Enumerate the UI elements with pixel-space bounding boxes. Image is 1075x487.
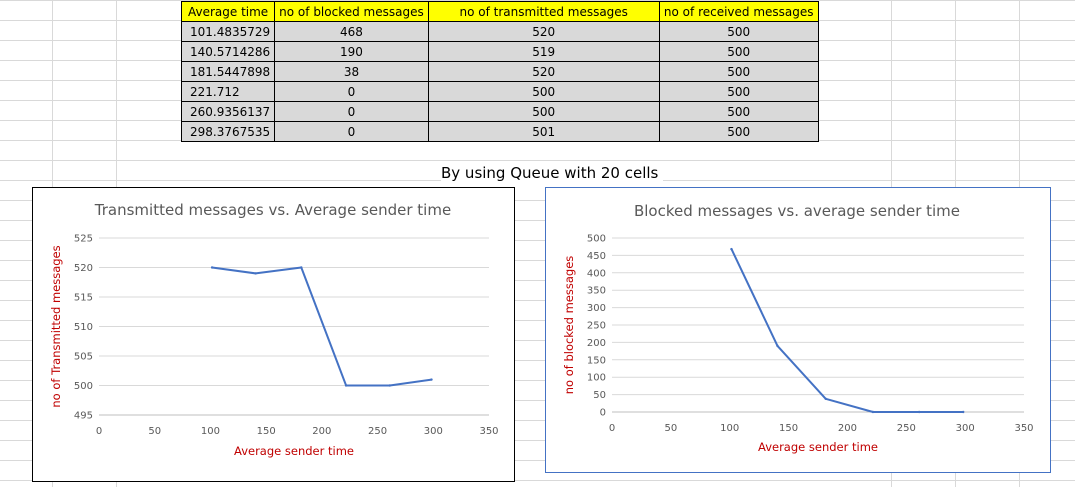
data-point [776,344,779,348]
data-point [824,397,827,400]
x-tick-label: 200 [838,423,857,434]
y-tick-label: 100 [587,373,606,384]
x-tick-label: 200 [312,426,331,437]
blocked-chart-svg: Blocked messages vs. average sender time… [562,202,1034,454]
chart-title: Blocked messages vs. average sender time [634,202,960,220]
data-point [430,378,433,381]
x-tick-label: 150 [779,423,798,434]
transmitted-chart[interactable]: Transmitted messages vs. Average sender … [32,187,515,482]
x-tick-label: 150 [257,426,276,437]
x-tick-label: 50 [148,426,161,437]
table-cell[interactable]: 500 [658,81,819,102]
y-tick-label: 495 [74,411,93,422]
y-axis-label: no of blocked messages [562,256,576,395]
table-cell[interactable]: 0 [274,121,429,142]
x-tick-label: 0 [609,423,615,434]
y-tick-label: 300 [587,303,606,314]
y-axis-label: no of Transmitted messages [49,245,63,407]
data-table: Average time no of blocked messages no o… [180,1,819,142]
table-cell[interactable]: 101.4835729 [180,21,276,42]
y-tick-label: 510 [74,322,93,333]
x-axis-label: Average sender time [758,440,878,454]
table-cell[interactable]: 140.5714286 [180,41,276,62]
data-point [730,247,733,251]
series-line [730,248,964,413]
y-tick-label: 500 [74,381,93,392]
y-tick-label: 250 [587,321,606,332]
y-tick-label: 500 [587,234,606,245]
y-tick-label: 400 [587,268,606,279]
y-tick-label: 350 [587,286,606,297]
table-cell[interactable]: 38 [274,61,429,82]
series-line [211,266,432,387]
table-header-row: Average time no of blocked messages no o… [180,1,819,22]
table-cell[interactable]: 500 [427,101,660,122]
y-tick-label: 50 [593,390,606,401]
table-cell[interactable]: 0 [274,81,429,102]
table-cell[interactable]: 500 [658,61,819,82]
data-point [388,384,391,387]
table-row: 298.3767535 0 501 500 [180,121,819,142]
y-tick-label: 450 [587,251,606,262]
table-cell[interactable]: 181.5447898 [180,61,276,82]
table-row: 260.9356137 0 500 500 [180,101,819,122]
x-tick-label: 100 [720,423,739,434]
data-point [254,272,257,275]
header-blocked[interactable]: no of blocked messages [274,1,429,22]
header-received[interactable]: no of received messages [658,1,819,22]
table-cell[interactable]: 500 [658,21,819,42]
data-point [917,410,921,414]
x-axis-label: Average sender time [234,444,354,458]
transmitted-chart-svg: Transmitted messages vs. Average sender … [49,201,499,458]
table-row: 181.5447898 38 520 500 [180,61,819,82]
header-average-time[interactable]: Average time [180,1,276,22]
y-tick-label: 520 [74,263,93,274]
x-tick-label: 100 [201,426,220,437]
y-tick-label: 505 [74,352,93,363]
table-cell[interactable]: 500 [427,81,660,102]
x-tick-label: 350 [1014,423,1033,434]
chart-caption: By using Queue with 20 cells [441,162,663,184]
table-cell[interactable]: 190 [274,41,429,62]
data-point [344,384,348,387]
header-transmitted[interactable]: no of transmitted messages [427,1,660,22]
y-tick-label: 200 [587,338,606,349]
y-tick-label: 525 [74,234,93,245]
table-row: 101.4835729 468 520 500 [180,21,819,42]
table-cell[interactable]: 260.9356137 [180,101,276,122]
x-tick-label: 0 [96,426,102,437]
table-cell[interactable]: 519 [427,41,660,62]
data-point [962,410,965,414]
chart-title: Transmitted messages vs. Average sender … [94,201,451,219]
table-cell[interactable]: 500 [658,41,819,62]
data-point [300,266,303,269]
y-tick-label: 515 [74,293,93,304]
table-cell[interactable]: 468 [274,21,429,42]
x-tick-label: 50 [664,423,677,434]
x-tick-label: 250 [897,423,916,434]
x-tick-label: 250 [368,426,387,437]
blocked-chart[interactable]: Blocked messages vs. average sender time… [545,187,1051,473]
y-tick-label: 0 [600,408,606,419]
x-tick-label: 300 [956,423,975,434]
table-row: 140.5714286 190 519 500 [180,41,819,62]
table-row: 221.712 0 500 500 [180,81,819,102]
x-tick-label: 350 [479,426,498,437]
y-tick-label: 150 [587,355,606,366]
table-cell[interactable]: 298.3767535 [180,121,276,142]
table-cell[interactable]: 500 [658,101,819,122]
data-point [210,266,214,269]
table-cell[interactable]: 520 [427,21,660,42]
table-cell[interactable]: 221.712 [180,81,276,102]
table-cell[interactable]: 520 [427,61,660,82]
table-cell[interactable]: 501 [427,121,660,142]
table-cell[interactable]: 0 [274,101,429,122]
table-cell[interactable]: 500 [658,121,819,142]
data-point [871,410,875,414]
x-tick-label: 300 [424,426,443,437]
